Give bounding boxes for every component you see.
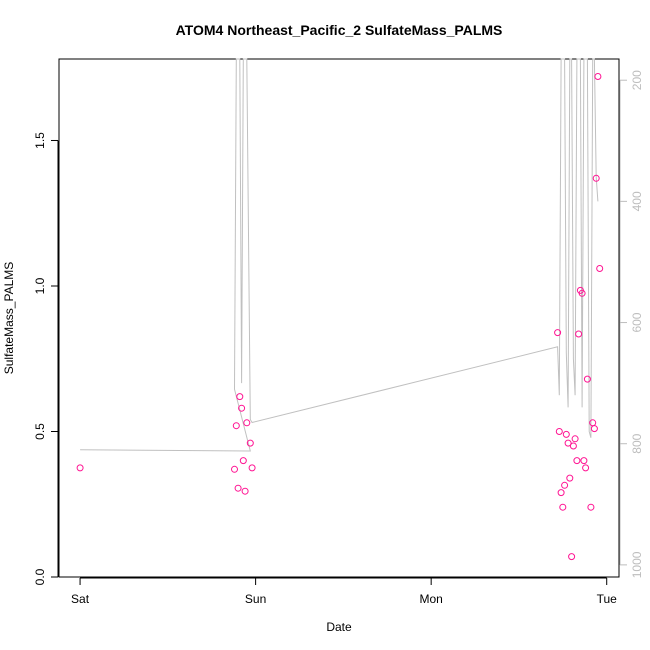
y-tick-label: 1.0 <box>33 277 47 294</box>
data-point <box>554 329 562 337</box>
x-tick-label: Sat <box>71 592 90 606</box>
data-point <box>569 442 577 450</box>
data-point <box>234 484 242 492</box>
data-point <box>243 419 251 427</box>
y-tick-label: 0.5 <box>33 423 47 440</box>
data-point <box>592 174 600 182</box>
x-axis-label: Date <box>326 620 352 634</box>
y2-tick-label: 800 <box>630 433 644 453</box>
x-tick-label: Tue <box>597 592 618 606</box>
data-point <box>596 265 604 272</box>
y-tick-label: 1.5 <box>33 132 47 149</box>
altitude-line <box>80 58 599 452</box>
chart-title: ATOM4 Northeast_Pacific_2 SulfateMass_PA… <box>176 22 503 38</box>
data-point <box>580 457 588 465</box>
data-point <box>248 464 256 472</box>
plot-frame <box>58 58 620 578</box>
data-point <box>232 422 240 430</box>
y-axis: 0.0 0.5 1.0 1.5 <box>33 132 59 585</box>
data-point <box>555 428 563 435</box>
data-point <box>561 481 569 489</box>
data-point <box>594 73 602 80</box>
data-point <box>575 330 583 338</box>
data-point <box>568 553 576 561</box>
data-point <box>236 393 244 401</box>
sulfate-points-series <box>76 73 604 561</box>
data-point <box>557 489 565 497</box>
altitude-line-series <box>80 58 599 452</box>
data-point <box>559 503 567 511</box>
x-tick-label: Sun <box>245 592 266 606</box>
y-tick-label: 0.0 <box>33 568 47 585</box>
data-point <box>231 465 238 473</box>
x-tick-label: Mon <box>419 592 442 606</box>
y2-tick-label: 1000 <box>630 551 644 578</box>
data-point <box>571 435 579 443</box>
data-point <box>564 439 572 447</box>
data-point <box>241 487 249 495</box>
data-point <box>238 404 246 412</box>
data-point <box>566 474 574 482</box>
data-point <box>587 503 595 511</box>
y-axis-label: SulfateMass_PALMS <box>2 262 16 375</box>
data-point <box>76 464 84 472</box>
data-point <box>246 439 254 447</box>
y2-tick-label: 200 <box>630 70 644 90</box>
data-point <box>578 289 586 297</box>
data-point <box>573 457 581 465</box>
y2-tick-label: 600 <box>630 312 644 332</box>
y2-axis: 200 400 600 800 1000 <box>619 70 644 578</box>
y2-tick-label: 400 <box>630 191 644 211</box>
data-point <box>590 425 598 433</box>
data-point <box>562 430 570 438</box>
data-point <box>239 457 247 465</box>
data-point <box>583 375 591 383</box>
data-point <box>582 464 590 472</box>
x-axis: Sat Sun Mon Tue <box>71 577 618 606</box>
